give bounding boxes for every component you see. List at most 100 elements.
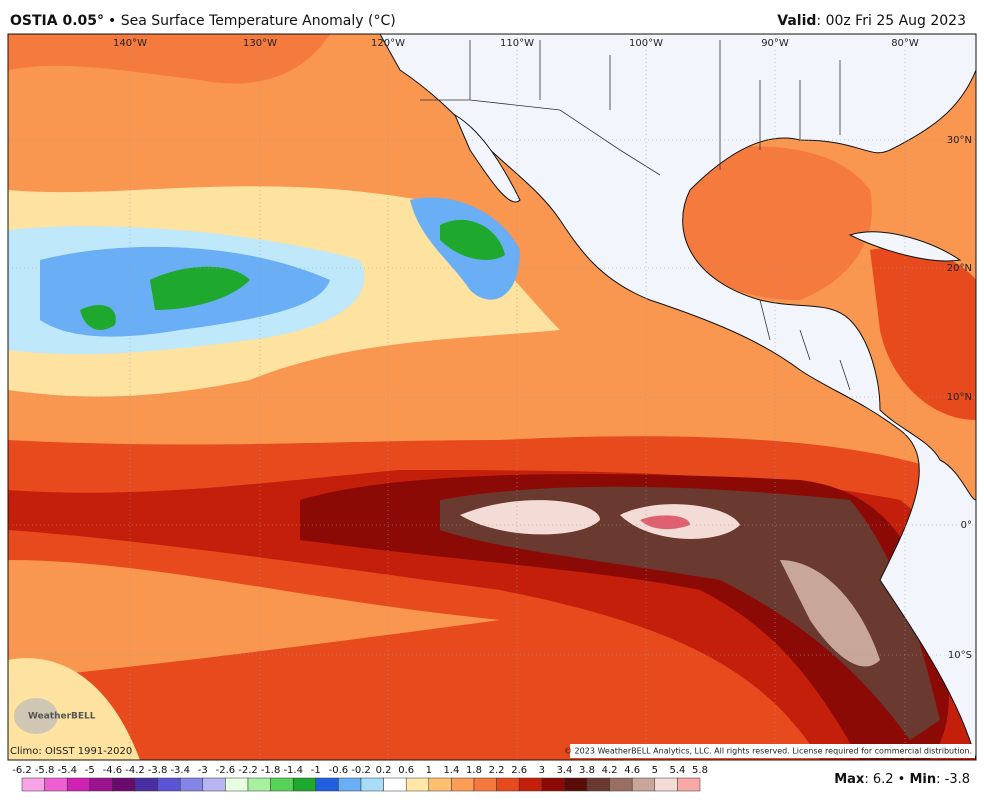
colorbar-label: -3 bbox=[198, 765, 208, 776]
color-swatch bbox=[360, 777, 384, 792]
color-swatch bbox=[586, 777, 610, 792]
colorbar-label: -5.4 bbox=[57, 765, 77, 776]
colorbar-label: 3.8 bbox=[579, 765, 595, 776]
colorbar-label: -3.4 bbox=[170, 765, 190, 776]
colorbar-label: -4.2 bbox=[125, 765, 145, 776]
colorbar-label: -1.4 bbox=[283, 765, 303, 776]
longitude-label: 140°W bbox=[113, 38, 147, 49]
colorbar-label: -1 bbox=[311, 765, 321, 776]
color-swatch bbox=[405, 777, 430, 792]
color-swatch bbox=[292, 777, 317, 792]
subtitle: • Sea Surface Temperature Anomaly (°C) bbox=[108, 13, 396, 29]
hottest-area bbox=[640, 515, 690, 530]
color-swatch bbox=[564, 777, 588, 792]
min-label: Min bbox=[909, 772, 936, 787]
longitude-label: 100°W bbox=[629, 38, 663, 49]
colorbar-label: 1.8 bbox=[466, 765, 482, 776]
latitude-label: 30°N bbox=[947, 135, 972, 146]
colorbar-label: -0.6 bbox=[329, 765, 349, 776]
color-swatch bbox=[21, 777, 45, 792]
land bbox=[453, 113, 521, 203]
cold-area bbox=[80, 305, 116, 330]
logo-text: WeatherBELL bbox=[28, 712, 96, 722]
warm-area bbox=[8, 34, 330, 84]
colorbar-label: -6.2 bbox=[12, 765, 32, 776]
valid-label: Valid bbox=[777, 13, 816, 29]
color-swatch bbox=[518, 777, 543, 792]
colorbar-label: 3 bbox=[539, 765, 545, 776]
min-value: : -3.8 bbox=[936, 772, 970, 787]
copyright-box bbox=[570, 744, 975, 758]
color-swatch bbox=[112, 777, 136, 792]
colorbar-label: -2.2 bbox=[238, 765, 258, 776]
color-swatch bbox=[179, 777, 204, 792]
warm-area bbox=[678, 146, 872, 300]
graticule bbox=[8, 34, 976, 760]
color-swatch bbox=[496, 777, 520, 792]
colorbar-label: 5.4 bbox=[669, 765, 685, 776]
hottest-area bbox=[460, 500, 600, 535]
colorbar-label: -1.8 bbox=[261, 765, 281, 776]
colorbar-label: -0.2 bbox=[351, 765, 371, 776]
color-swatch bbox=[541, 777, 565, 792]
color-swatch bbox=[315, 777, 339, 792]
color-swatch bbox=[270, 777, 294, 792]
colorbar-label: 5 bbox=[652, 765, 658, 776]
color-swatch bbox=[338, 777, 362, 792]
color-swatch bbox=[247, 777, 271, 792]
header: OSTIA 0.05° • Sea Surface Temperature Ano… bbox=[10, 13, 396, 29]
latitude-label: 20°N bbox=[947, 263, 972, 274]
longitude-label: 110°W bbox=[500, 38, 534, 49]
hot-area bbox=[780, 560, 880, 667]
longitude-label: 90°W bbox=[761, 38, 789, 49]
colorbar-label: -5.8 bbox=[35, 765, 55, 776]
colorbar-label: 1.4 bbox=[443, 765, 459, 776]
colorbar-label: 0.2 bbox=[376, 765, 392, 776]
neutral-area bbox=[8, 658, 140, 760]
colorbar-label: 2.6 bbox=[511, 765, 527, 776]
color-swatch bbox=[383, 777, 407, 792]
map bbox=[8, 34, 976, 760]
valid: Valid: 00z Fri 25 Aug 2023 bbox=[777, 13, 966, 29]
color-swatch bbox=[66, 777, 91, 792]
max-value: : 6.2 bbox=[864, 772, 893, 787]
color-swatch bbox=[451, 777, 475, 792]
color-swatch bbox=[631, 777, 656, 792]
stats: Max: 6.2 • Min: -3.8 bbox=[834, 772, 970, 787]
longitude-label: 130°W bbox=[243, 38, 277, 49]
borders bbox=[420, 40, 851, 391]
color-swatch bbox=[202, 777, 226, 792]
color-swatch bbox=[157, 777, 181, 792]
color-swatch bbox=[677, 777, 701, 792]
latitude-label: 10°S bbox=[948, 650, 972, 661]
cold-area bbox=[440, 219, 505, 260]
color-swatch bbox=[225, 777, 249, 792]
latitude-label: 10°N bbox=[947, 392, 972, 403]
color-swatch bbox=[428, 777, 452, 792]
colorbar-label: -5 bbox=[85, 765, 95, 776]
warm-area bbox=[870, 247, 976, 420]
color-swatch bbox=[654, 777, 678, 792]
latitude-label: 0° bbox=[961, 520, 972, 531]
logo: WeatherBELL bbox=[14, 698, 96, 734]
color-swatch bbox=[134, 777, 158, 792]
colorbar-label: 5.8 bbox=[692, 765, 708, 776]
map-frame bbox=[7, 33, 977, 761]
cold-area bbox=[150, 266, 250, 310]
valid-value: : 00z Fri 25 Aug 2023 bbox=[816, 13, 966, 29]
colorbar-label: -4.6 bbox=[103, 765, 123, 776]
colorbar-label: 3.4 bbox=[556, 765, 572, 776]
colorbar-label: 4.6 bbox=[624, 765, 640, 776]
colorbar-label: -3.8 bbox=[148, 765, 168, 776]
climo: Climo: OISST 1991-2020 bbox=[10, 746, 132, 757]
separator: • bbox=[894, 772, 910, 787]
colorbar-label: 2.2 bbox=[489, 765, 505, 776]
colorbar-label: -2.6 bbox=[216, 765, 236, 776]
colorbar-label: 1 bbox=[426, 765, 432, 776]
colorbar-label: 0.6 bbox=[398, 765, 414, 776]
color-swatch bbox=[44, 777, 68, 792]
longitude-label: 80°W bbox=[891, 38, 919, 49]
color-swatch bbox=[609, 777, 633, 792]
hot-area bbox=[440, 486, 940, 740]
